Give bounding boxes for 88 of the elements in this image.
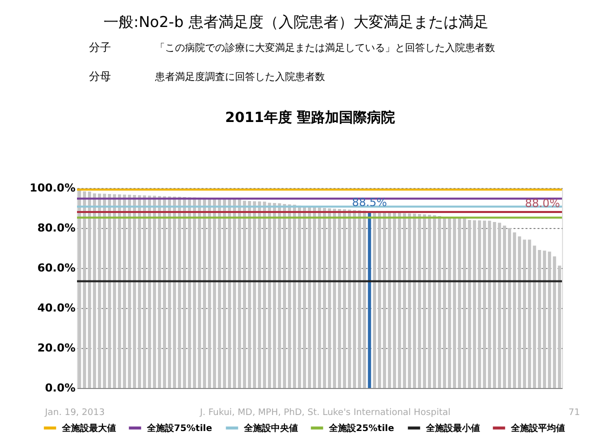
bar bbox=[368, 211, 372, 388]
bar bbox=[282, 204, 286, 388]
bar bbox=[408, 213, 412, 388]
bar bbox=[308, 206, 312, 388]
text: Jan. 19, 2013 bbox=[44, 408, 105, 418]
bar bbox=[352, 210, 356, 388]
bar bbox=[362, 210, 366, 388]
bar bbox=[528, 240, 532, 388]
text: 分子 bbox=[89, 41, 111, 54]
bar bbox=[398, 213, 402, 388]
y-tick-label: 60.0% bbox=[37, 262, 76, 274]
data-label: 88.5% bbox=[352, 196, 387, 209]
y-tick-label: 80.0% bbox=[37, 222, 76, 234]
bar bbox=[288, 204, 292, 388]
legend-label: 全施設中央値 bbox=[243, 423, 298, 434]
legend-label: 全施設平均値 bbox=[510, 423, 565, 434]
bar bbox=[258, 201, 262, 388]
bar bbox=[492, 222, 496, 388]
bar bbox=[432, 215, 436, 388]
bar bbox=[452, 218, 456, 388]
bar bbox=[502, 226, 506, 388]
bar bbox=[372, 212, 376, 388]
text: 分母 bbox=[89, 70, 111, 83]
bar bbox=[458, 218, 462, 388]
bar bbox=[262, 202, 266, 388]
bar bbox=[508, 228, 512, 388]
bar bbox=[392, 212, 396, 388]
bar bbox=[438, 216, 442, 388]
bar bbox=[418, 214, 422, 388]
y-tick-label: 40.0% bbox=[37, 302, 76, 314]
text: 「この病院での診療に大変満足または満足している」と回答した入院患者数 bbox=[155, 42, 495, 54]
bar bbox=[488, 220, 492, 388]
bar bbox=[428, 214, 432, 388]
legend-label: 全施設最大値 bbox=[61, 423, 116, 434]
bar bbox=[462, 218, 466, 388]
bar bbox=[252, 201, 256, 388]
bar bbox=[522, 240, 526, 388]
bar bbox=[532, 246, 536, 388]
bar bbox=[342, 209, 346, 388]
text: 71 bbox=[568, 408, 580, 418]
bar bbox=[512, 232, 516, 388]
bar bbox=[548, 252, 552, 388]
bar bbox=[318, 208, 322, 388]
legend-label: 全施設25%tile bbox=[328, 423, 394, 434]
bar bbox=[412, 214, 416, 388]
text: J. Fukui, MD, MPH, PhD, St. Luke's International Hospital bbox=[199, 408, 451, 418]
bar bbox=[312, 206, 316, 388]
bar bbox=[542, 250, 546, 388]
bar bbox=[472, 220, 476, 388]
legend-label: 全施設最小値 bbox=[425, 423, 480, 434]
bar bbox=[298, 206, 302, 388]
bar bbox=[338, 209, 342, 388]
bar bbox=[268, 202, 272, 388]
bar bbox=[538, 250, 542, 388]
bar bbox=[468, 220, 472, 388]
text: 患者満足度調査に回答した入院患者数 bbox=[154, 71, 325, 83]
bar bbox=[348, 210, 352, 388]
bar bbox=[478, 220, 482, 388]
bar bbox=[382, 212, 386, 388]
bar bbox=[328, 208, 332, 388]
legend-label: 全施設75%tile bbox=[146, 423, 212, 434]
chart-subtitle: 2011年度 聖路加国際病院 bbox=[225, 109, 395, 126]
bar bbox=[518, 236, 522, 388]
bar bbox=[422, 214, 426, 388]
bar bbox=[242, 200, 246, 388]
bar bbox=[498, 222, 502, 388]
y-tick-label: 100.0% bbox=[30, 182, 76, 194]
bar bbox=[278, 203, 282, 388]
bar bbox=[482, 220, 486, 388]
bar bbox=[322, 208, 326, 388]
bar bbox=[558, 266, 562, 388]
y-tick-label: 20.0% bbox=[37, 342, 76, 354]
bar bbox=[292, 204, 296, 388]
bar bbox=[238, 199, 242, 388]
bar bbox=[388, 212, 392, 388]
bar bbox=[552, 256, 556, 388]
bar bbox=[448, 217, 452, 388]
bar bbox=[302, 206, 306, 388]
y-tick-label: 0.0% bbox=[44, 382, 76, 394]
bar bbox=[442, 217, 446, 388]
bar bbox=[358, 210, 362, 388]
bar bbox=[248, 201, 252, 388]
bar bbox=[332, 208, 336, 388]
bar bbox=[272, 203, 276, 388]
chart-title: 一般:No2-b 患者満足度（入院患者）大変満足または満足 bbox=[104, 13, 488, 31]
bar bbox=[378, 212, 382, 388]
bar bbox=[402, 213, 406, 388]
bar bbox=[232, 199, 236, 388]
